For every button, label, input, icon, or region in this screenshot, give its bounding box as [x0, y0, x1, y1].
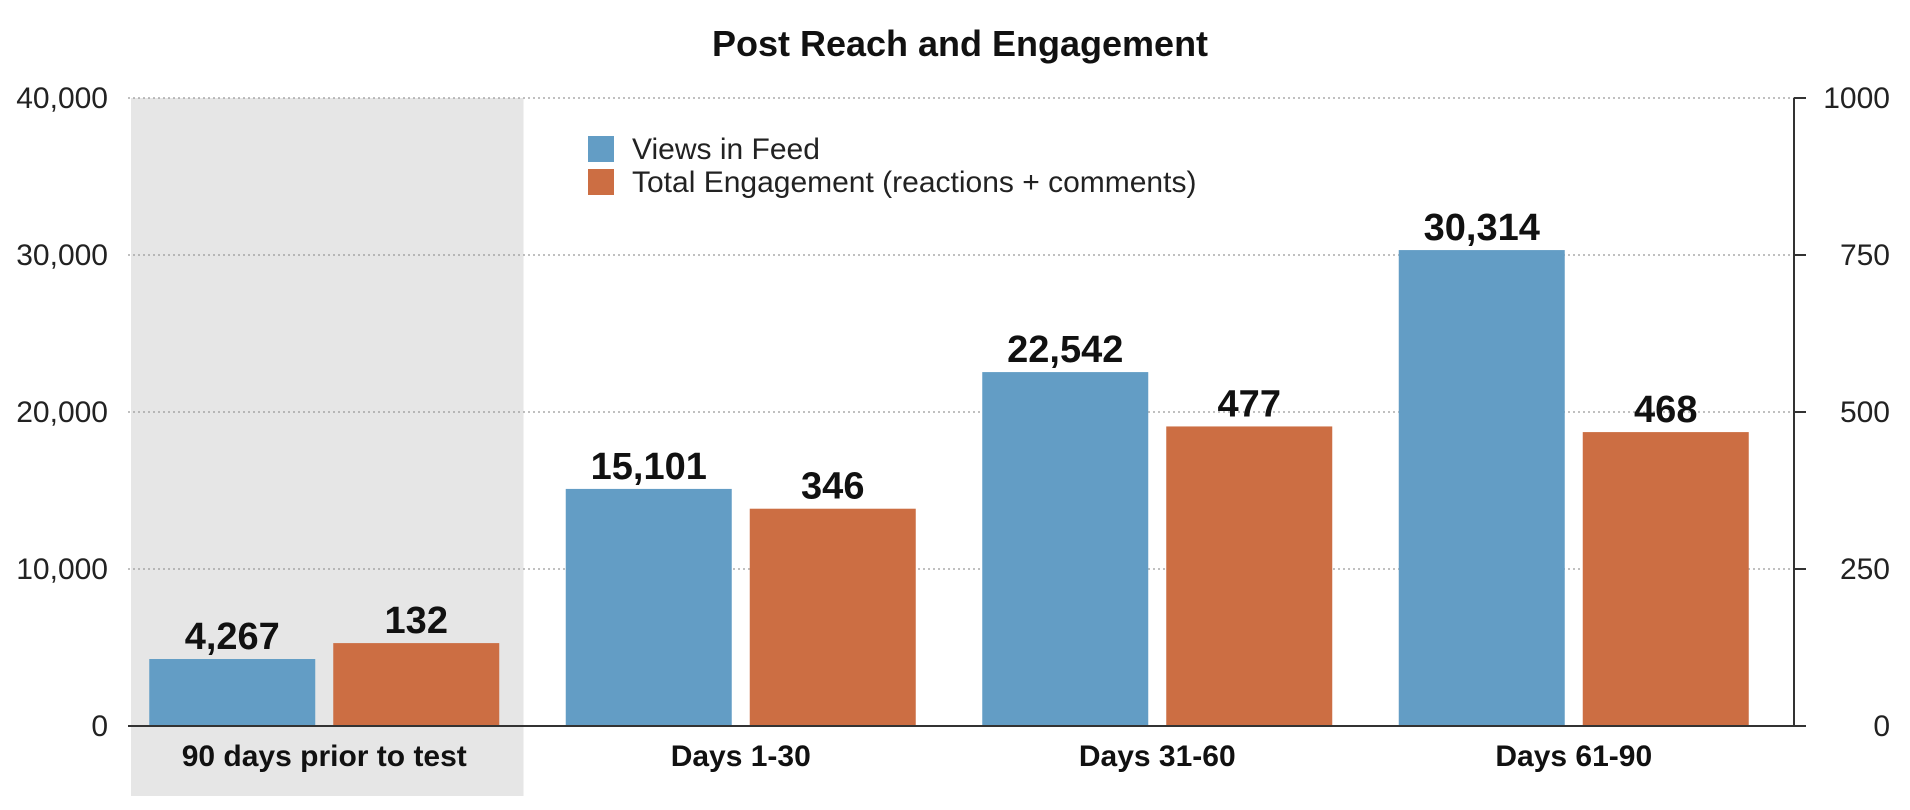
category-label: Days 61-90 [1495, 740, 1652, 773]
bar-total-engagement [1166, 426, 1333, 726]
bar-total-engagement [1582, 432, 1749, 726]
axis-layer: 0 10,000 20,000 30,000 40,000 0 250 500 750 1000 [16, 82, 1890, 743]
category-label: 90 days prior to test [182, 740, 467, 773]
bars-layer [149, 250, 1749, 727]
legend-swatch [588, 136, 614, 162]
data-label: 132 [385, 600, 448, 642]
data-label: 22,542 [1007, 329, 1123, 371]
y-left-tick-label: 40,000 [16, 82, 108, 115]
y-left-tick-label: 10,000 [16, 553, 108, 586]
data-label: 468 [1634, 389, 1697, 431]
legend-swatch [588, 169, 614, 195]
bar-total-engagement [333, 643, 500, 726]
y-right-tick-label: 750 [1840, 239, 1890, 272]
data-label: 346 [801, 466, 864, 508]
data-label: 4,267 [185, 616, 280, 658]
y-right-tick-label: 0 [1873, 710, 1890, 743]
category-label: Days 31-60 [1079, 740, 1236, 773]
bar-views-in-feed [565, 488, 732, 726]
y-right-tick-label: 1000 [1823, 82, 1890, 115]
y-left-tick-label: 0 [91, 710, 108, 743]
bar-views-in-feed [149, 659, 316, 726]
bar-total-engagement [749, 508, 916, 726]
category-label: Days 1-30 [671, 740, 811, 773]
legend-label: Views in Feed [632, 133, 820, 166]
y-right-tick-label: 500 [1840, 396, 1890, 429]
bar-views-in-feed [1398, 250, 1565, 727]
chart-title: Post Reach and Engagement [712, 23, 1208, 64]
y-left-tick-label: 20,000 [16, 396, 108, 429]
y-left-tick-label: 30,000 [16, 239, 108, 272]
data-label: 15,101 [591, 446, 707, 488]
data-label: 477 [1218, 383, 1281, 425]
y-right-tick-label: 250 [1840, 553, 1890, 586]
bar-views-in-feed [982, 372, 1149, 726]
labels-layer: 4,267 132 90 days prior to test 15,101 346 Da… [182, 207, 1698, 773]
legend-label: Total Engagement (reactions + comments) [632, 166, 1196, 199]
data-label: 30,314 [1424, 207, 1540, 249]
